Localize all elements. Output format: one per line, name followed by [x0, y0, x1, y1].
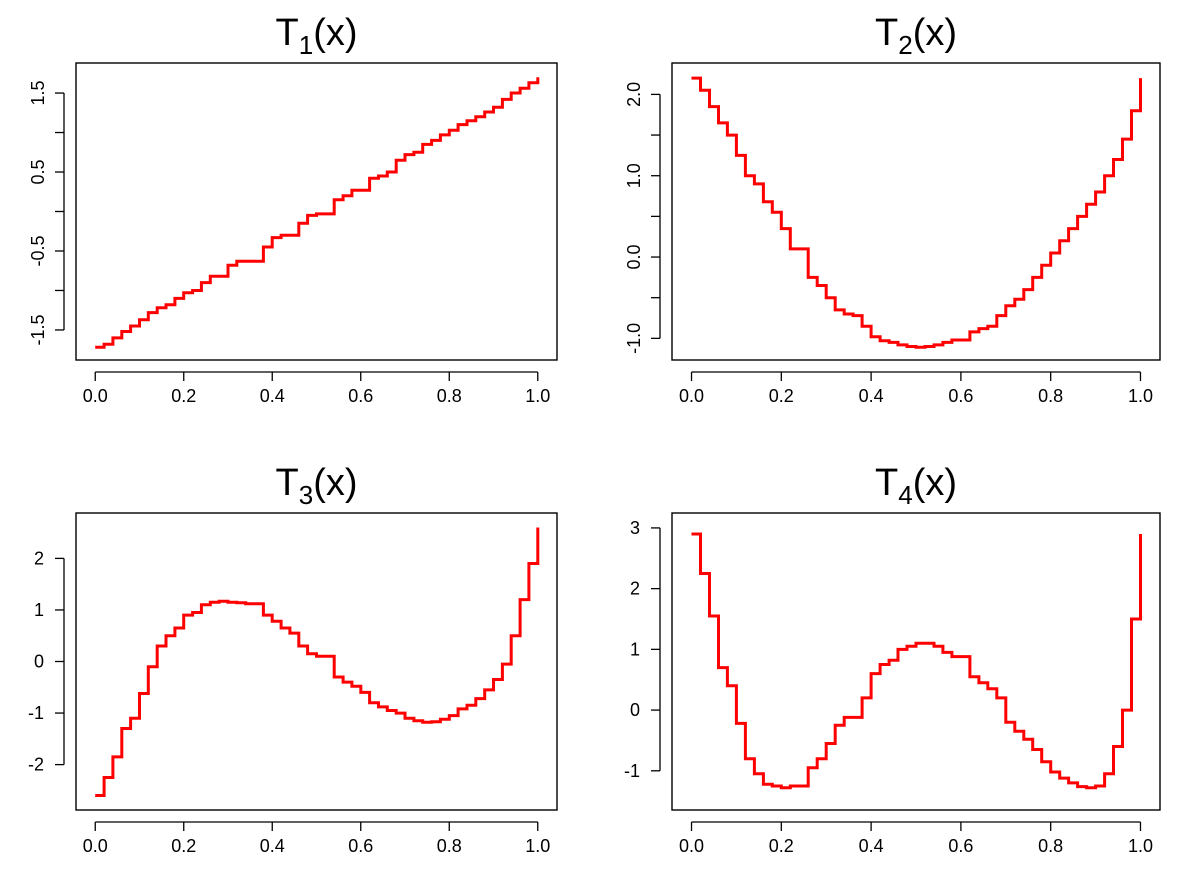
panel-4-x-tick-label: 0.6	[948, 836, 973, 856]
panel-3-y-tick-label: -2	[28, 755, 44, 775]
panel-1-x-tick-label: 0.6	[348, 386, 373, 406]
panel-1-y-tick-label: 0.5	[28, 159, 48, 184]
panel-1-y-tick-label: -0.5	[28, 235, 48, 266]
panel-2-x-tick-label: 0.0	[679, 386, 704, 406]
panel-4-x-tick-label: 0.8	[1038, 836, 1063, 856]
panel-2-x-tick-label: 0.2	[769, 386, 794, 406]
panel-4: T4(x) 0.0 0.2 0.4 0.6 0.8 1.0 -1 0 1 2 3	[624, 462, 1161, 856]
panel-2-y-tick-label: 2.0	[624, 82, 644, 107]
panel-2-y-tick-label: 1.0	[624, 163, 644, 188]
panel-3-y-tick-label: 2	[34, 548, 44, 568]
panel-1-plot-box	[75, 62, 558, 361]
panel-1-x-tick-label: 0.2	[171, 386, 196, 406]
panel-4-x-tick-label: 0.0	[679, 836, 704, 856]
panel-4-series-line	[691, 532, 1142, 790]
panel-1-x-tick-label: 0.8	[437, 386, 462, 406]
panel-2-series-line	[691, 76, 1142, 349]
panel-2-title: T2(x)	[875, 12, 957, 60]
panel-2-x-tick-label: 1.0	[1128, 386, 1153, 406]
panel-4-y-tick-label: 2	[630, 579, 640, 599]
panel-2-y-tick-label: 0.0	[624, 245, 644, 270]
panel-3-x-tick-label: 0.8	[437, 836, 462, 856]
panel-1-x-tick-label: 0.4	[260, 386, 285, 406]
panel-1-x-tick-label: 0.0	[83, 386, 108, 406]
panel-3-series-line	[95, 527, 540, 797]
panel-3-x-tick-label: 0.2	[171, 836, 196, 856]
panel-3-plot-box	[75, 512, 558, 811]
panel-1-y-tick-label: -1.5	[28, 314, 48, 345]
panel-3-y-tick-label: 1	[34, 600, 44, 620]
panel-1-series-line	[95, 77, 540, 349]
panel-3-y-tick-label: 0	[34, 652, 44, 672]
panel-3-title: T3(x)	[276, 462, 358, 510]
panel-4-y-tick-label: 3	[630, 518, 640, 538]
panel-1-x-tick-label: 1.0	[525, 386, 550, 406]
panel-2: T2(x) 0.0 0.2 0.4 0.6 0.8 1.0 -1.0 0.0 1.0 2.0	[624, 12, 1161, 406]
panel-3-x-tick-label: 1.0	[525, 836, 550, 856]
panel-2-x-tick-label: 0.6	[948, 386, 973, 406]
panel-4-y-tick-label: 0	[630, 700, 640, 720]
panel-1-y-tick-label: 1.5	[28, 81, 48, 106]
panel-4-x-tick-label: 1.0	[1128, 836, 1153, 856]
panel-3-y-tick-label: -1	[28, 703, 44, 723]
panel-4-plot-box	[671, 512, 1161, 811]
panel-1-title: T1(x)	[276, 12, 358, 60]
panel-4-title: T4(x)	[875, 462, 957, 510]
panel-3: T3(x) 0.0 0.2 0.4 0.6 0.8 1.0 -2 -1 0 1 2	[28, 462, 558, 856]
panel-4-y-tick-label: -1	[624, 761, 640, 781]
panel-3-x-tick-label: 0.0	[83, 836, 108, 856]
panel-4-x-tick-label: 0.2	[769, 836, 794, 856]
panel-2-y-tick-label: -1.0	[624, 323, 644, 354]
panel-4-y-tick-label: 1	[630, 639, 640, 659]
panel-3-x-tick-label: 0.6	[348, 836, 373, 856]
panel-4-x-tick-label: 0.4	[859, 836, 884, 856]
panel-2-plot-box	[671, 62, 1161, 361]
panel-2-x-tick-label: 0.8	[1038, 386, 1063, 406]
panel-2-x-tick-label: 0.4	[859, 386, 884, 406]
panel-1: T1(x) 0.0 0.2 0.4 0.6 0.8 1.0 -1.5 -0.5 0.5 1.5	[28, 12, 558, 406]
panel-3-x-tick-label: 0.4	[260, 836, 285, 856]
